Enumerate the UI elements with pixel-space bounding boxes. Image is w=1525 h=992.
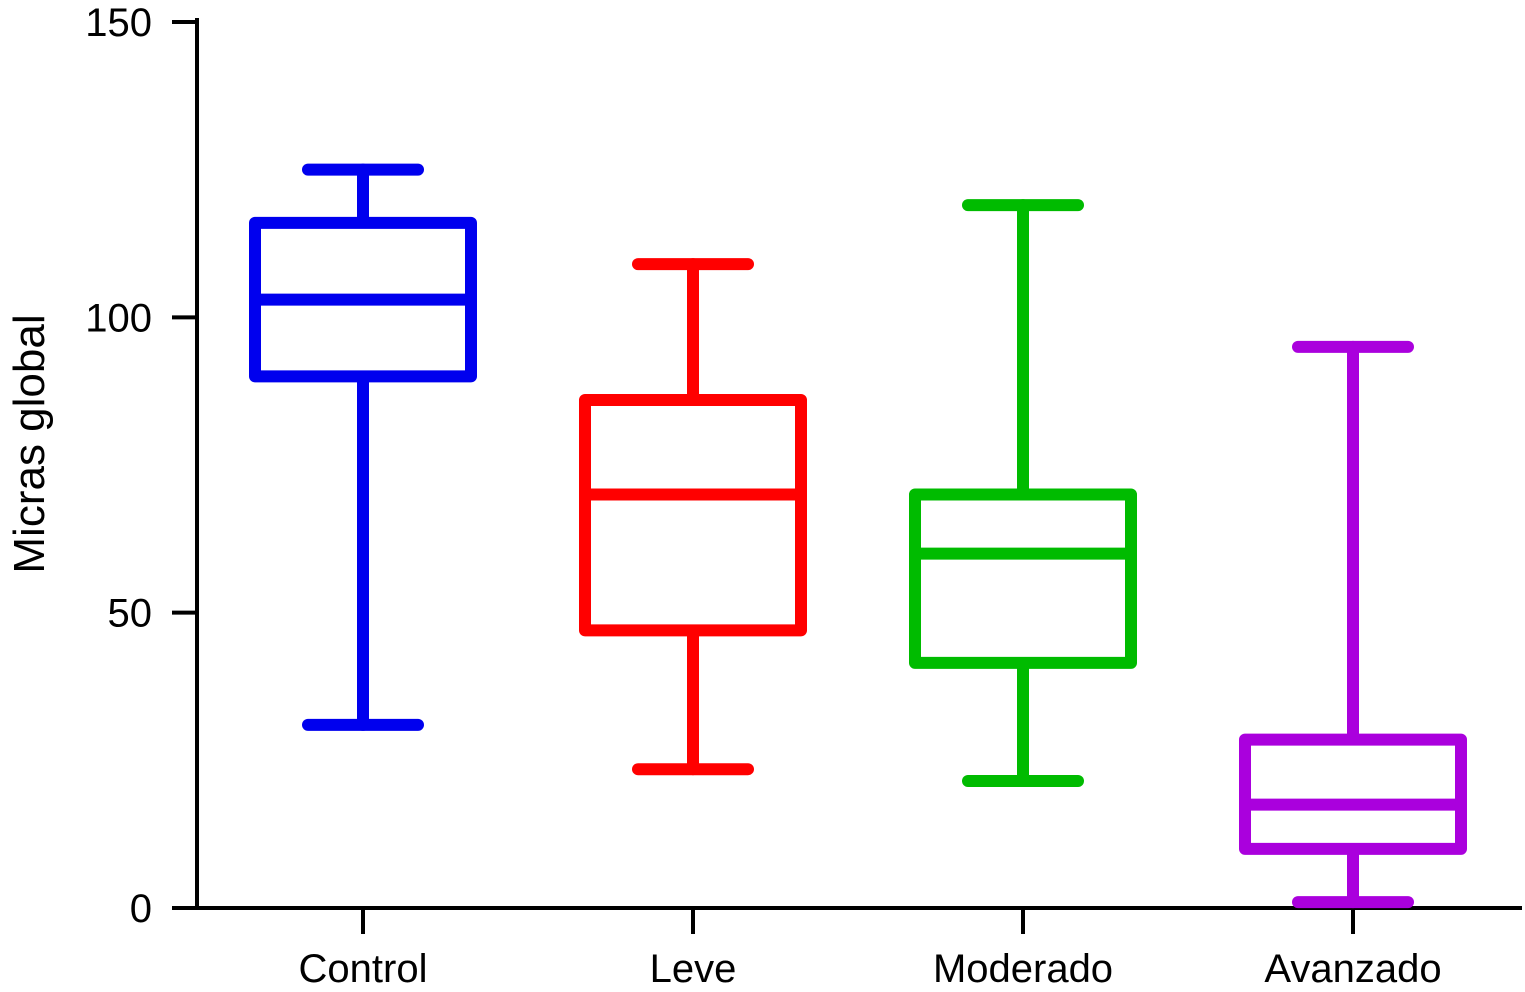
iqr-box <box>579 394 807 637</box>
x-tick-label: Leve <box>650 947 737 991</box>
box-control <box>249 163 477 731</box>
y-tick-label: 0 <box>130 887 152 931</box>
box-avanzado <box>1239 340 1467 909</box>
y-axis-title: Micras global <box>5 314 54 573</box>
y-tick-label: 100 <box>85 296 152 340</box>
x-tick-label: Avanzado <box>1264 947 1441 991</box>
y-tick-label: 50 <box>108 592 153 636</box>
y-ticks: 0 50 100 150 <box>85 1 197 931</box>
boxes <box>249 163 1467 909</box>
x-tick-label: Moderado <box>933 947 1113 991</box>
box-leve <box>579 258 807 776</box>
x-ticks: Control Leve Moderado Avanzado <box>299 908 1442 991</box>
y-tick-label: 150 <box>85 1 152 45</box>
iqr-box <box>909 488 1137 669</box>
x-tick-label: Control <box>299 947 428 991</box>
iqr-box <box>1239 733 1467 855</box>
box-moderado <box>909 199 1137 788</box>
